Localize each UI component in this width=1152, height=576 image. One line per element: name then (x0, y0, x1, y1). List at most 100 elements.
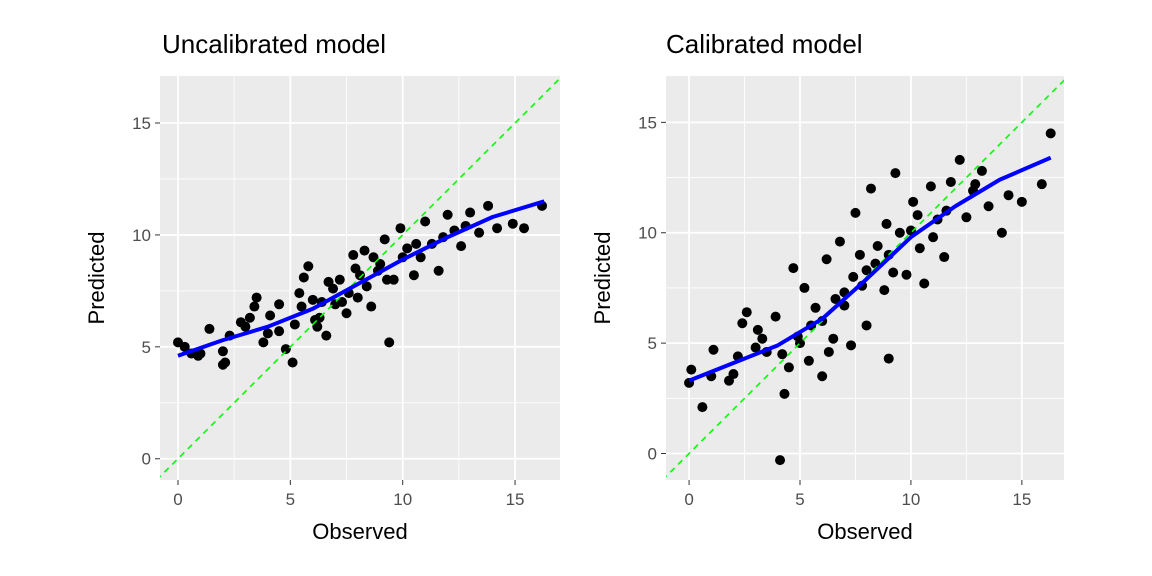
data-point (217, 359, 228, 370)
y-tick-label: 10 (132, 226, 151, 245)
x-axis-label: Observed (817, 519, 912, 544)
data-point (265, 310, 276, 321)
smooth-trend-line (177, 199, 545, 358)
plot-area (666, 79, 1064, 478)
y-axis-label: Predicted (84, 232, 109, 325)
data-point (830, 293, 841, 304)
y-tick-label: 5 (142, 338, 151, 357)
panel-title: Uncalibrated model (162, 29, 386, 59)
x-tick-label: 10 (901, 490, 920, 509)
y-tick-label: 15 (638, 113, 657, 132)
data-point (834, 236, 845, 247)
data-point (821, 254, 832, 265)
data-point (420, 216, 431, 227)
data-point (846, 340, 857, 351)
data-point (296, 301, 307, 312)
x-axis-label: Observed (312, 519, 407, 544)
data-point (939, 252, 950, 263)
data-point (366, 301, 377, 312)
x-tick-label: 0 (173, 490, 182, 509)
data-point (368, 252, 379, 263)
data-point (890, 168, 901, 179)
data-point (395, 223, 406, 234)
data-point (983, 201, 994, 212)
data-point (777, 349, 788, 360)
data-point (697, 402, 708, 413)
panel-calibrated: 0 5 10 15 0 5 10 15 Calibrated model Observed P… (590, 29, 1064, 544)
data-point (381, 274, 392, 285)
data-point (274, 326, 285, 337)
data-point (779, 388, 790, 399)
data-point (312, 321, 323, 332)
data-point (925, 181, 936, 192)
data-point (408, 270, 419, 281)
data-point (954, 154, 965, 165)
data-point (976, 165, 987, 176)
data-point (883, 353, 894, 364)
data-point (788, 263, 799, 274)
data-point (803, 355, 814, 366)
data-point (249, 301, 260, 312)
data-point (287, 357, 298, 368)
data-point (854, 249, 865, 260)
data-point (289, 319, 300, 330)
data-point (474, 227, 485, 238)
data-point (810, 302, 821, 313)
data-point (280, 344, 291, 355)
data-point (334, 274, 345, 285)
data-point (1016, 196, 1027, 207)
data-point (179, 341, 190, 352)
data-point (361, 281, 372, 292)
data-point (507, 218, 518, 229)
x-tick-label: 15 (506, 490, 525, 509)
data-point (303, 261, 314, 272)
data-point (828, 333, 839, 344)
y-tick-label: 0 (142, 450, 151, 469)
identity-reference-line (160, 77, 560, 478)
data-point (872, 240, 883, 251)
data-point (274, 299, 285, 310)
data-point (861, 265, 872, 276)
y-tick-label: 5 (648, 334, 657, 353)
data-point (337, 297, 348, 308)
data-point (442, 209, 453, 220)
data-point (783, 362, 794, 373)
data-point (323, 276, 334, 287)
data-point (240, 321, 251, 332)
smooth-trend-line (688, 155, 1052, 383)
data-point (865, 183, 876, 194)
data-point (928, 232, 939, 243)
data-point (881, 218, 892, 229)
data-point (262, 328, 273, 339)
data-point (894, 227, 905, 238)
data-point (888, 267, 899, 278)
data-point (775, 455, 786, 466)
data-point (204, 323, 215, 334)
data-point (352, 292, 363, 303)
data-point (1036, 179, 1047, 190)
data-point (492, 223, 503, 234)
data-point (251, 292, 262, 303)
panel-title: Calibrated model (666, 29, 863, 59)
x-tick-label: 10 (393, 490, 412, 509)
data-point (770, 311, 781, 322)
plot-area (160, 77, 560, 478)
data-point (402, 243, 413, 254)
data-point (861, 320, 872, 331)
data-point (912, 210, 923, 221)
data-point (379, 234, 390, 245)
data-point (321, 330, 332, 341)
data-point (375, 259, 386, 270)
data-point (1045, 128, 1056, 139)
data-point (799, 282, 810, 293)
data-point (686, 364, 697, 375)
data-point (919, 278, 930, 289)
data-point (741, 307, 752, 318)
data-point (901, 269, 912, 280)
y-tick-label: 10 (638, 224, 657, 243)
data-point (350, 263, 361, 274)
x-tick-label: 0 (684, 490, 693, 509)
data-point (817, 371, 828, 382)
data-point (307, 294, 318, 305)
